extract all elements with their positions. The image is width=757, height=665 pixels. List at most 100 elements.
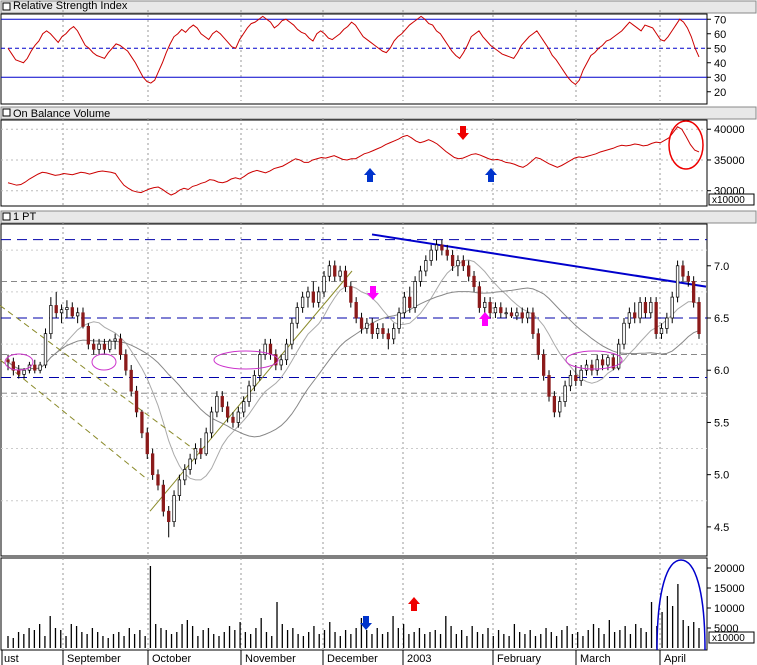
oval-annotation <box>91 353 117 371</box>
candle-body <box>247 385 251 402</box>
candle-body <box>311 291 315 303</box>
rsi-tick-label: 20 <box>714 87 726 99</box>
obv-tick-label: 40000 <box>714 124 745 136</box>
channel-line <box>0 359 149 481</box>
panel-titlebar <box>0 106 757 120</box>
volume-multiplier: x10000 <box>712 633 745 644</box>
candle-body <box>17 369 21 375</box>
oval-annotation <box>565 350 623 370</box>
rsi-tick-label: 30 <box>714 72 726 84</box>
candle-body <box>675 265 680 298</box>
candle-body <box>547 375 551 397</box>
candle-body <box>574 375 578 382</box>
rsi-tick-label: 50 <box>714 43 726 55</box>
candle-body <box>686 275 690 282</box>
candle-body <box>670 296 674 319</box>
candle-body <box>75 312 80 317</box>
candle-body <box>343 270 348 288</box>
candle-body <box>97 343 101 350</box>
candle-body <box>649 301 653 314</box>
panel-titlebar <box>0 210 757 224</box>
candle-body <box>338 270 342 277</box>
candle-body <box>258 354 262 376</box>
candle-body <box>568 375 573 387</box>
candle-body <box>654 301 658 335</box>
candle-body <box>317 291 321 303</box>
moving-average-line <box>7 259 700 481</box>
volume-tick-label: 15000 <box>714 583 745 595</box>
price-tick-label: 5.0 <box>714 470 729 482</box>
candle-body <box>365 322 369 329</box>
candle-body <box>665 317 669 329</box>
month-label: December <box>327 653 378 665</box>
candle-body <box>290 322 294 345</box>
blue-up-arrow <box>485 168 497 182</box>
month-label: March <box>580 653 611 665</box>
candle-body <box>199 448 203 455</box>
candle-body <box>231 416 235 423</box>
candle-body <box>129 369 133 392</box>
candle-body <box>225 406 230 418</box>
candle-body <box>456 260 460 267</box>
rsi-line <box>7 15 700 86</box>
candle-body <box>483 301 487 308</box>
panel-checkbox <box>2 212 11 221</box>
candle-body <box>43 333 48 366</box>
rsi-tick-label: 60 <box>714 29 726 41</box>
candle-body <box>413 281 417 308</box>
candle-body <box>659 328 664 335</box>
candle-body <box>633 312 637 319</box>
candle-body <box>263 343 267 355</box>
candle-body <box>161 484 165 512</box>
price-tick-label: 6.5 <box>714 313 729 325</box>
candle-body <box>209 411 214 434</box>
candle-body <box>467 265 471 277</box>
price-tick-label: 4.5 <box>714 522 729 534</box>
obv-multiplier: x10000 <box>712 195 745 206</box>
candle-body <box>322 275 326 293</box>
candle-body <box>397 312 401 329</box>
candle-body <box>274 354 278 366</box>
candle-body <box>38 364 42 371</box>
obv-multiplier-box <box>708 193 755 206</box>
oval-annotation <box>213 350 279 370</box>
candle-body <box>643 301 648 314</box>
candle-body <box>6 359 10 363</box>
uptrend-line <box>149 270 353 512</box>
candle-body <box>167 510 171 523</box>
candle-body <box>611 357 615 369</box>
candle-body <box>300 296 305 308</box>
candle-body <box>697 301 701 335</box>
candle-body <box>499 307 503 314</box>
candle-body <box>408 296 412 308</box>
candle-body <box>92 343 96 350</box>
candle-body <box>140 411 144 434</box>
downtrend-line <box>371 233 707 288</box>
candle-body <box>102 343 107 350</box>
candle-body <box>525 312 530 319</box>
price-plot-frame <box>0 223 708 557</box>
candle-body <box>590 364 594 371</box>
obv-title: On Balance Volume <box>13 108 110 120</box>
volume-blue-arch <box>656 559 706 651</box>
month-label: ust <box>4 653 19 665</box>
candle-body <box>424 260 428 272</box>
candle-body <box>252 375 257 387</box>
candle-body <box>268 343 273 355</box>
candle-body <box>54 305 58 314</box>
candle-body <box>188 458 192 470</box>
candle-body <box>49 305 53 335</box>
candle-body <box>359 317 364 329</box>
candle-body <box>81 312 85 327</box>
magenta-up-arrow <box>479 312 491 326</box>
volume-blue-down-arrow <box>360 616 372 630</box>
obv-red-circle <box>668 120 704 170</box>
candle-body <box>327 265 332 277</box>
rsi-title: Relative Strength Index <box>13 0 128 12</box>
month-label: September <box>67 653 121 665</box>
candle-body <box>113 338 117 342</box>
candle-body <box>520 312 524 319</box>
price-tick-label: 7.0 <box>714 261 729 273</box>
rsi-plot-frame <box>0 13 708 105</box>
